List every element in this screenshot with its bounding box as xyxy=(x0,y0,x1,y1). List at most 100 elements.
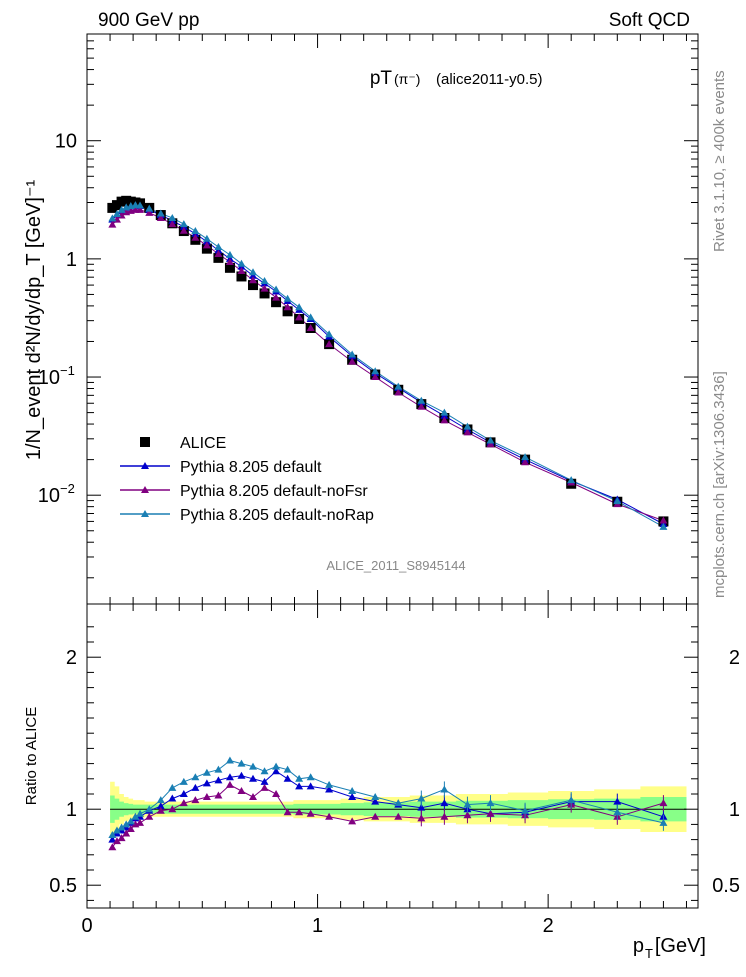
main-line-noRap xyxy=(112,204,664,528)
ratio-x-tick-label: 0 xyxy=(81,915,92,937)
ratio-point-default xyxy=(325,785,334,793)
main-point-noRap xyxy=(117,205,126,213)
ratio-x-tick-label: 2 xyxy=(543,915,554,937)
legend: ALICE Pythia 8.205 default Pythia 8.205 de… xyxy=(120,435,374,524)
ratio-point-noFsr xyxy=(202,793,211,801)
legend-marker-default xyxy=(141,462,149,469)
main-point-noRap xyxy=(440,408,449,416)
ratio-point-noFsr xyxy=(371,812,380,820)
ratio-point-noRap xyxy=(348,786,357,794)
ratio-x-tick-label: 1 xyxy=(312,915,323,937)
main-point-noRap xyxy=(191,227,200,235)
ratio-point-noFsr xyxy=(237,786,246,794)
main-point-noFsr xyxy=(156,213,165,221)
ratio-point-noFsr xyxy=(295,808,304,816)
main-point-noRap xyxy=(112,209,121,217)
ratio-point-noRap xyxy=(371,793,380,801)
ratio-point-noFsr xyxy=(272,790,281,797)
analysis-name: ALICE_2011_S8945144 xyxy=(326,558,465,573)
ratio-point-default xyxy=(417,803,426,811)
main-point-noFsr xyxy=(659,516,668,524)
ratio-y-tick-label-left: 2 xyxy=(66,647,77,669)
ratio-point-noRap xyxy=(179,777,188,785)
ratio-point-default xyxy=(214,776,223,784)
main-y-tick-label: 10 xyxy=(55,131,77,153)
main-y-tick-label-base: 10 xyxy=(38,367,60,389)
ratio-axis-ticks: 0 1 2 0.5 0.5 1 1 2 2 xyxy=(49,604,740,937)
main-point-noRap xyxy=(168,213,177,221)
ratio-point-noRap xyxy=(272,762,281,770)
ratio-point-noFsr xyxy=(112,837,121,845)
ratio-point-default xyxy=(202,779,211,787)
ratio-point-default xyxy=(272,767,281,775)
main-point-noRap xyxy=(202,234,211,242)
ratio-point-noRap xyxy=(122,820,131,828)
rivet-version-label: Rivet 3.1.10, ≥ 400k events xyxy=(711,70,728,252)
main-y-tick-label-exp: −2 xyxy=(60,481,75,496)
main-point-noFsr xyxy=(486,440,495,448)
main-y-axis-label: 1/N_event d²N/dy/dp_T [GeV]⁻¹ xyxy=(23,180,45,461)
main-point-noRap xyxy=(108,214,117,222)
ratio-point-noRap xyxy=(521,806,530,814)
ratio-point-noFsr xyxy=(168,805,177,813)
chart-title-main: pT xyxy=(370,68,393,89)
ratio-point-noFsr xyxy=(417,814,426,822)
legend-marker-noRap xyxy=(141,510,149,517)
main-point-noFsr xyxy=(325,340,334,348)
main-point-noRap xyxy=(521,453,530,461)
ratio-point-default xyxy=(283,774,292,782)
ratio-point-noFsr xyxy=(325,812,334,820)
main-point-noFsr xyxy=(202,241,211,249)
main-point-data xyxy=(282,306,293,317)
main-point-noFsr xyxy=(295,313,304,321)
ratio-point-noFsr xyxy=(136,818,145,826)
ratio-point-noRap xyxy=(249,762,258,770)
main-point-noRap xyxy=(214,243,223,251)
ratio-point-noRap xyxy=(283,765,292,773)
main-point-noRap xyxy=(156,209,165,217)
x-axis-label-unit: [GeV] xyxy=(655,935,706,957)
ratio-point-noFsr xyxy=(179,799,188,807)
main-y-tick-label-exp: −1 xyxy=(60,363,75,378)
main-point-noRap xyxy=(306,313,315,321)
main-point-noRap xyxy=(283,294,292,302)
ratio-point-noRap xyxy=(394,799,403,807)
ratio-point-noFsr xyxy=(214,791,223,799)
legend-marker-noFsr xyxy=(141,486,149,493)
ratio-point-default xyxy=(191,783,200,791)
ratio-point-noRap xyxy=(202,768,211,776)
ratio-y-axis-label: Ratio to ALICE xyxy=(23,707,40,805)
main-point-data xyxy=(224,262,235,273)
ratio-point-noRap xyxy=(156,796,165,804)
main-point-noFsr xyxy=(191,233,200,241)
ratio-y-tick-label-right: 0.5 xyxy=(712,875,740,897)
ratio-point-default xyxy=(249,774,258,782)
header-left: 900 GeV pp xyxy=(98,10,199,31)
ratio-point-noRap xyxy=(136,809,145,817)
main-point-noFsr xyxy=(371,373,380,381)
main-point-noFsr xyxy=(348,357,357,365)
main-line-noFsr xyxy=(112,209,664,522)
chart-title-tag: (alice2011-y0.5) xyxy=(436,71,542,88)
ratio-point-noFsr xyxy=(283,808,292,816)
main-point-noFsr xyxy=(394,388,403,396)
ratio-point-noFsr xyxy=(156,806,165,814)
ratio-point-default xyxy=(306,782,315,790)
ratio-point-default xyxy=(225,773,234,781)
ratio-point-noRap xyxy=(117,823,126,831)
main-point-noRap xyxy=(179,220,188,228)
ratio-point-noFsr xyxy=(145,812,154,820)
ratio-point-noRap xyxy=(659,818,668,826)
ratio-point-noRap xyxy=(225,756,234,764)
ratio-y-tick-label-right: 2 xyxy=(729,647,740,669)
main-point-noRap xyxy=(348,350,357,358)
ratio-point-noRap xyxy=(325,780,334,788)
legend-label-noRap: Pythia 8.205 default-noRap xyxy=(180,507,374,524)
main-point-noRap xyxy=(225,250,234,258)
ratio-point-noFsr xyxy=(463,811,472,819)
x-axis-label-sub: T xyxy=(645,946,653,961)
main-point-noFsr xyxy=(214,249,223,257)
main-point-noFsr xyxy=(108,220,117,228)
